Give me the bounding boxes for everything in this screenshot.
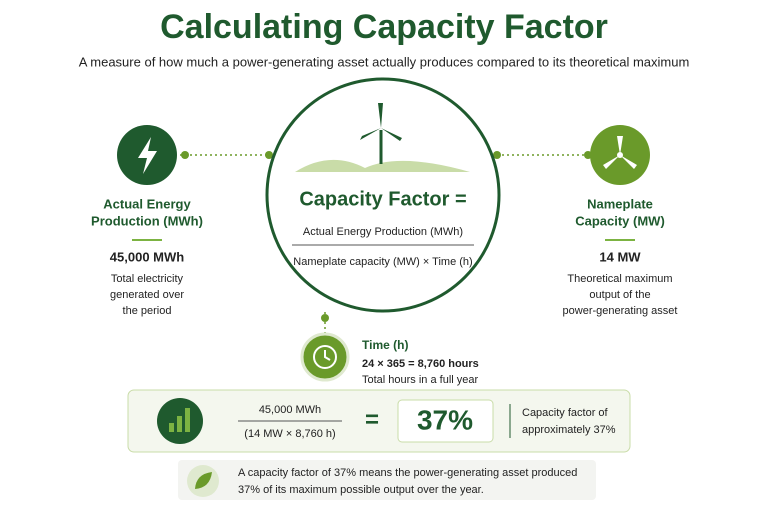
connector-dot bbox=[584, 151, 592, 159]
note-text: 37% of its maximum possible output over … bbox=[238, 484, 484, 496]
leaf bbox=[195, 472, 212, 489]
left-description: generated over bbox=[110, 289, 184, 301]
title: Calculating Capacity Factor bbox=[160, 8, 608, 46]
note-box bbox=[178, 460, 596, 500]
right-description: output of the bbox=[589, 289, 650, 301]
turbine-hub bbox=[617, 152, 623, 158]
left-label: Actual Energy bbox=[103, 196, 191, 211]
formula-numerator: Actual Energy Production (MWh) bbox=[303, 226, 463, 238]
connector-dot bbox=[265, 151, 273, 159]
bolt-icon bbox=[138, 137, 157, 174]
result-denominator: (14 MW × 8,760 h) bbox=[244, 428, 335, 440]
connector-dot bbox=[321, 314, 329, 322]
right-description: power-generating asset bbox=[563, 305, 678, 317]
hills bbox=[295, 159, 470, 172]
connector-dot bbox=[493, 151, 501, 159]
left-value: 45,000 MWh bbox=[110, 249, 184, 264]
turbine-blades bbox=[360, 103, 402, 141]
subtitle: A measure of how much a power-generating… bbox=[79, 54, 690, 69]
left-label: Production (MWh) bbox=[91, 213, 203, 228]
right-value: 14 MW bbox=[599, 249, 641, 264]
connector-dot bbox=[181, 151, 189, 159]
result-value: 37% bbox=[417, 404, 473, 435]
icon-bar bbox=[169, 423, 174, 432]
right-label: Nameplate bbox=[587, 196, 653, 211]
result-description: approximately 37% bbox=[522, 424, 616, 436]
formula-denominator: Nameplate capacity (MW) × Time (h) bbox=[293, 256, 472, 268]
time-description: Total hours in a full year bbox=[362, 374, 479, 386]
result-description: Capacity factor of bbox=[522, 407, 609, 419]
right-description: Theoretical maximum bbox=[567, 273, 672, 285]
right-label: Capacity (MW) bbox=[575, 213, 665, 228]
icon-bar bbox=[185, 408, 190, 432]
result-numerator: 45,000 MWh bbox=[259, 404, 321, 416]
note-text: A capacity factor of 37% means the power… bbox=[238, 467, 577, 479]
formula-heading: Capacity Factor = bbox=[299, 188, 466, 210]
result-box bbox=[127, 389, 631, 453]
left-description: Total electricity bbox=[111, 273, 184, 285]
equals-sign: = bbox=[365, 406, 379, 433]
formula-circle bbox=[265, 77, 501, 313]
clock-face bbox=[313, 345, 337, 369]
left-description: the period bbox=[123, 305, 172, 317]
time-formula: 24 × 365 = 8,760 hours bbox=[362, 358, 479, 370]
clock-hands bbox=[324, 350, 331, 361]
result-value-box bbox=[397, 399, 494, 443]
time-label: Time (h) bbox=[362, 338, 408, 352]
icon-bar bbox=[177, 416, 182, 432]
